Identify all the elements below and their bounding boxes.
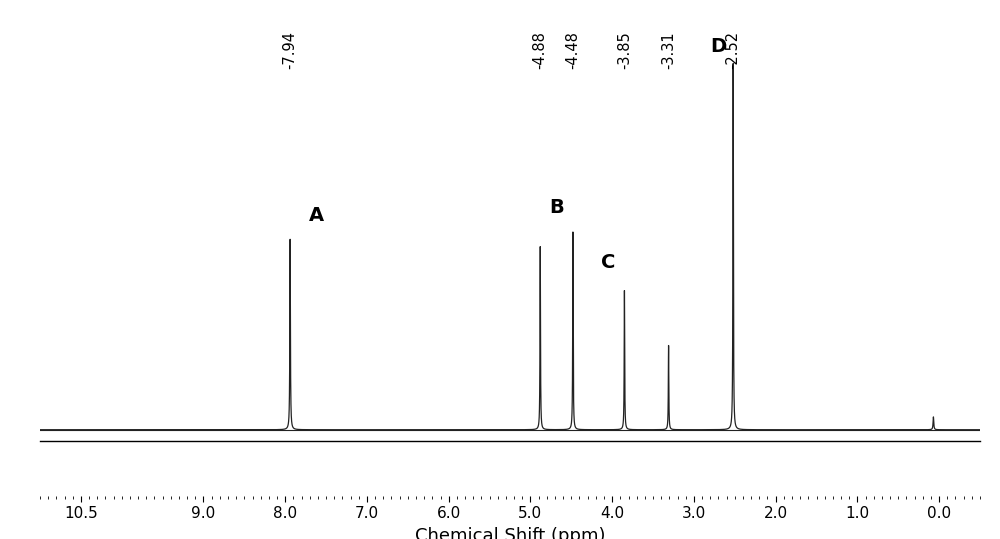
Text: -4.88: -4.88 (533, 31, 548, 69)
Text: -3.31: -3.31 (661, 31, 676, 68)
X-axis label: Chemical Shift (ppm): Chemical Shift (ppm) (415, 527, 605, 539)
Text: C: C (601, 253, 615, 272)
Text: -4.48: -4.48 (565, 31, 580, 69)
Text: B: B (549, 198, 564, 217)
Text: -2.52: -2.52 (726, 31, 741, 69)
Text: -3.85: -3.85 (617, 31, 632, 69)
Text: -7.94: -7.94 (283, 31, 298, 69)
Text: A: A (309, 206, 324, 225)
Text: D: D (710, 37, 726, 56)
